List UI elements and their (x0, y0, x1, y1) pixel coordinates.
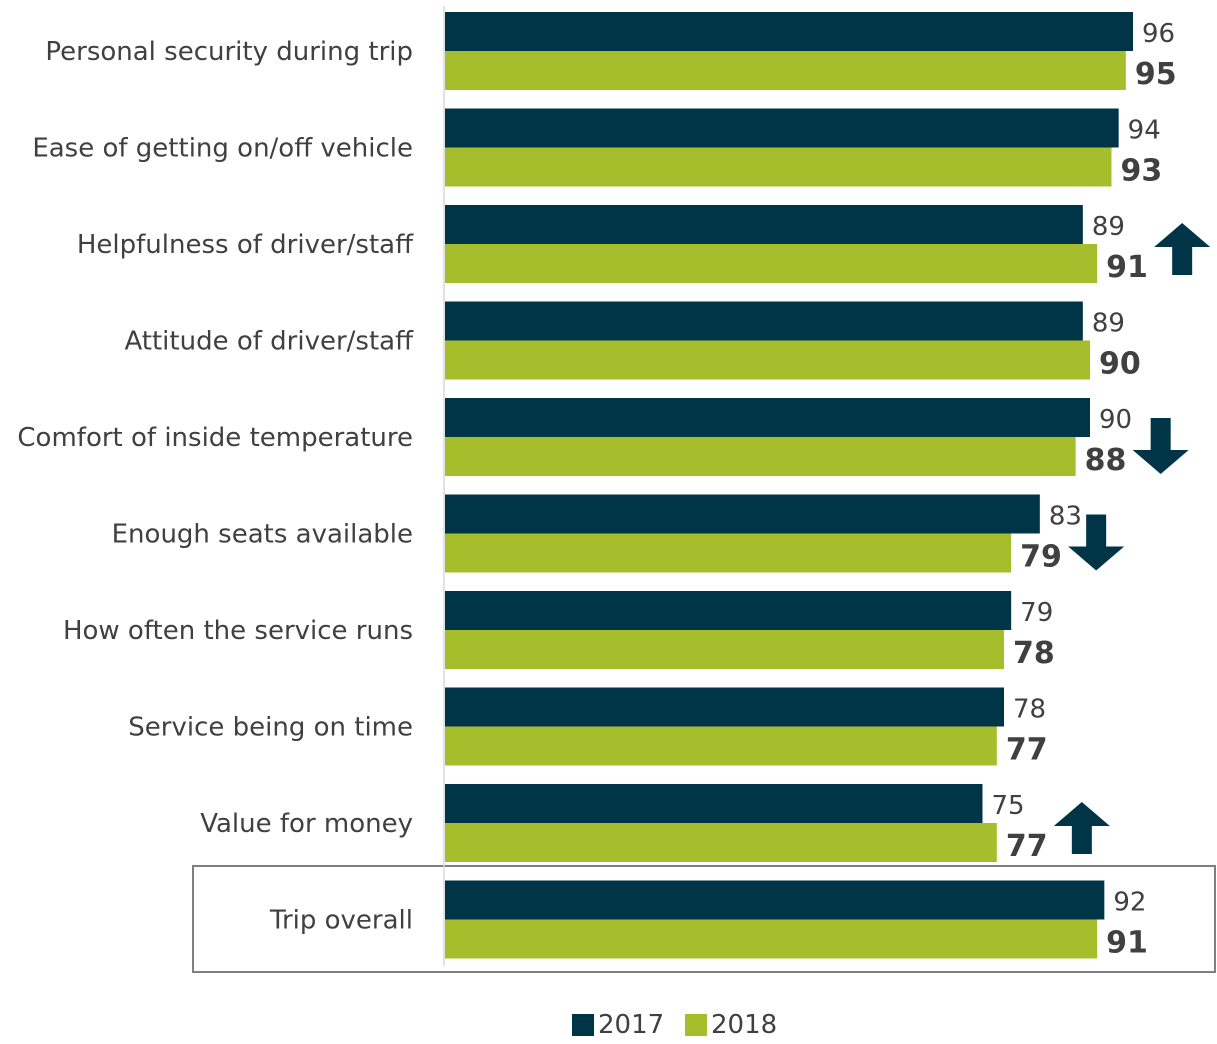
bar-2018-how-often-the-service-runs (445, 630, 1004, 669)
value-label-2018-attitude-of-driver-staff: 90 (1099, 347, 1141, 382)
change-arrows-group (1053, 223, 1211, 854)
value-label-2018-ease-of-getting-on-off-vehicle: 93 (1121, 154, 1163, 189)
bars-group (445, 12, 1133, 959)
bar-2017-attitude-of-driver-staff (445, 301, 1083, 341)
bar-2017-ease-of-getting-on-off-vehicle (445, 108, 1119, 148)
bar-2018-enough-seats-available (445, 533, 1012, 573)
legend: 2017 2018 (572, 1010, 777, 1040)
category-label-service-being-on-time: Service being on time (128, 713, 413, 743)
value-label-2017-ease-of-getting-on-off-vehicle: 94 (1128, 116, 1161, 146)
value-label-2018-comfort-of-inside-temperature: 88 (1085, 443, 1127, 478)
value-label-2017-trip-overall: 92 (1113, 888, 1146, 918)
legend-swatch-2018 (685, 1014, 707, 1036)
category-label-ease-of-getting-on-off-vehicle: Ease of getting on/off vehicle (32, 134, 413, 164)
category-label-comfort-of-inside-temperature: Comfort of inside temperature (17, 423, 413, 453)
bar-2018-service-being-on-time (445, 726, 997, 766)
value-label-2017-comfort-of-inside-temperature: 90 (1099, 405, 1132, 435)
arrow-up-icon (1154, 223, 1211, 275)
arrow-up-icon (1053, 802, 1110, 854)
legend-label-2018: 2018 (711, 1010, 777, 1040)
value-label-2017-how-often-the-service-runs: 79 (1020, 598, 1053, 628)
category-labels-group: Personal security during trip Ease of get… (17, 37, 414, 936)
value-label-2018-how-often-the-service-runs: 78 (1013, 636, 1055, 671)
bar-2017-trip-overall (445, 880, 1105, 920)
category-label-personal-security-during-trip: Personal security during trip (45, 37, 413, 67)
bar-2018-ease-of-getting-on-off-vehicle (445, 147, 1112, 187)
value-label-2018-enough-seats-available: 79 (1020, 540, 1062, 575)
value-label-2017-personal-security-during-trip: 96 (1142, 19, 1175, 49)
value-label-2018-value-for-money: 77 (1006, 829, 1048, 864)
bar-2017-helpfulness-of-driver-staff (445, 205, 1083, 244)
category-label-helpfulness-of-driver-staff: Helpfulness of driver/staff (77, 230, 414, 260)
bar-2018-helpfulness-of-driver-staff (445, 244, 1098, 283)
bar-2018-personal-security-during-trip (445, 51, 1126, 90)
value-label-2017-service-being-on-time: 78 (1013, 695, 1046, 725)
bar-2017-personal-security-during-trip (445, 12, 1133, 51)
category-label-enough-seats-available: Enough seats available (112, 520, 413, 550)
category-label-trip-overall: Trip overall (269, 906, 413, 936)
legend-label-2017: 2017 (598, 1010, 664, 1040)
trip-overall-highlight-box (192, 865, 1216, 973)
category-label-how-often-the-service-runs: How often the service runs (63, 616, 413, 646)
bar-2017-how-often-the-service-runs (445, 591, 1012, 630)
value-label-2017-enough-seats-available: 83 (1049, 502, 1082, 532)
bar-2017-comfort-of-inside-temperature (445, 398, 1090, 437)
bar-2018-value-for-money (445, 823, 997, 862)
bar-2017-service-being-on-time (445, 687, 1004, 727)
legend-swatch-2017 (572, 1014, 594, 1036)
bar-2018-attitude-of-driver-staff (445, 340, 1090, 380)
bar-2017-value-for-money (445, 784, 983, 823)
category-label-attitude-of-driver-staff: Attitude of driver/staff (124, 327, 414, 357)
arrow-down-icon (1132, 418, 1189, 474)
arrow-down-icon (1068, 514, 1125, 571)
value-label-2018-helpfulness-of-driver-staff: 91 (1106, 250, 1148, 285)
category-label-value-for-money: Value for money (200, 809, 413, 839)
value-label-2018-service-being-on-time: 77 (1006, 733, 1048, 768)
value-label-2017-value-for-money: 75 (992, 791, 1025, 821)
bar-2017-enough-seats-available (445, 494, 1040, 534)
value-label-2018-personal-security-during-trip: 95 (1135, 57, 1177, 92)
value-label-2018-trip-overall: 91 (1106, 926, 1148, 961)
value-label-2017-helpfulness-of-driver-staff: 89 (1092, 212, 1125, 242)
value-label-2017-attitude-of-driver-staff: 89 (1092, 309, 1125, 339)
bar-2018-trip-overall (445, 919, 1098, 959)
bar-2018-comfort-of-inside-temperature (445, 437, 1076, 476)
